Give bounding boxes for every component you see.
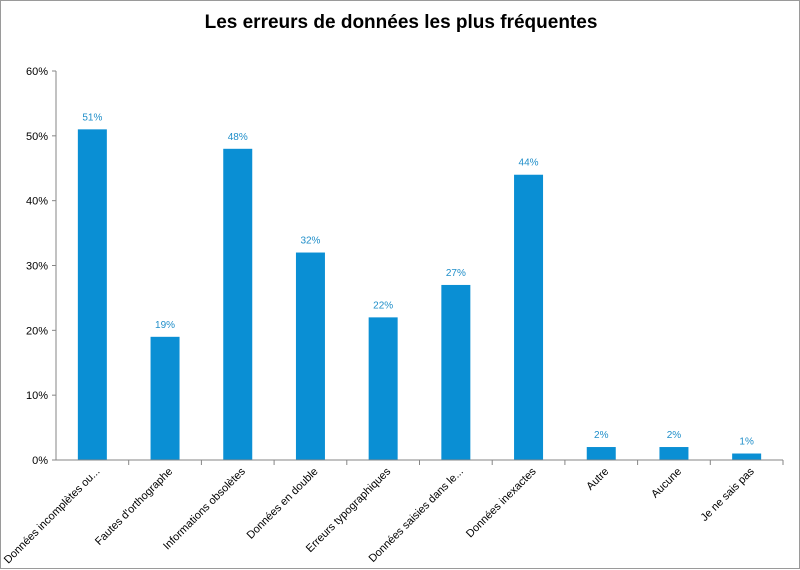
y-tick-label: 20% xyxy=(26,325,48,337)
bar xyxy=(732,453,762,460)
data-label: 51% xyxy=(82,112,102,123)
y-tick-label: 60% xyxy=(26,66,48,78)
y-axis: 0% 10% 20% 30% 40% 50% 60% xyxy=(26,66,57,467)
y-tick-label: 0% xyxy=(32,455,48,467)
y-tick-label: 50% xyxy=(26,131,48,143)
data-label: 48% xyxy=(228,132,248,143)
category-label: Données incomplètes ou... xyxy=(2,466,103,567)
bar xyxy=(223,148,253,461)
x-axis: Données incomplètes ou...Fautes d'orthog… xyxy=(2,459,784,567)
data-label: 32% xyxy=(300,236,320,247)
data-label: 44% xyxy=(519,158,539,169)
bar xyxy=(586,447,616,460)
chart-title: Les erreurs de données les plus fréquent… xyxy=(205,12,598,33)
category-label: Erreurs typographiques xyxy=(304,465,394,555)
data-label: 22% xyxy=(373,300,393,311)
bars: 51% 19% 48% 32% 22% 27% 44% 2% 2% 1% xyxy=(77,112,762,461)
y-tick-label: 10% xyxy=(26,390,48,402)
category-label: Informations obsolètes xyxy=(161,465,248,552)
bar xyxy=(659,447,689,460)
data-label: 1% xyxy=(739,437,754,448)
category-label: Autre xyxy=(584,466,611,493)
category-label: Fautes d'orthographe xyxy=(93,466,175,548)
category-label: Je ne sais pas xyxy=(699,465,758,524)
y-tick-label: 30% xyxy=(26,261,48,273)
category-label: Données inexactes xyxy=(464,465,539,540)
bar xyxy=(514,174,544,460)
category-label: Aucune xyxy=(649,466,684,501)
data-label: 2% xyxy=(667,430,682,441)
bar xyxy=(368,317,398,460)
data-label: 2% xyxy=(594,430,609,441)
bar xyxy=(77,129,107,460)
y-tick-label: 40% xyxy=(26,196,48,208)
bar xyxy=(441,284,471,460)
category-label: Données en double xyxy=(245,466,321,542)
bar xyxy=(150,336,180,460)
data-label: 19% xyxy=(155,320,175,331)
data-label: 27% xyxy=(446,268,466,279)
bar xyxy=(295,252,325,460)
